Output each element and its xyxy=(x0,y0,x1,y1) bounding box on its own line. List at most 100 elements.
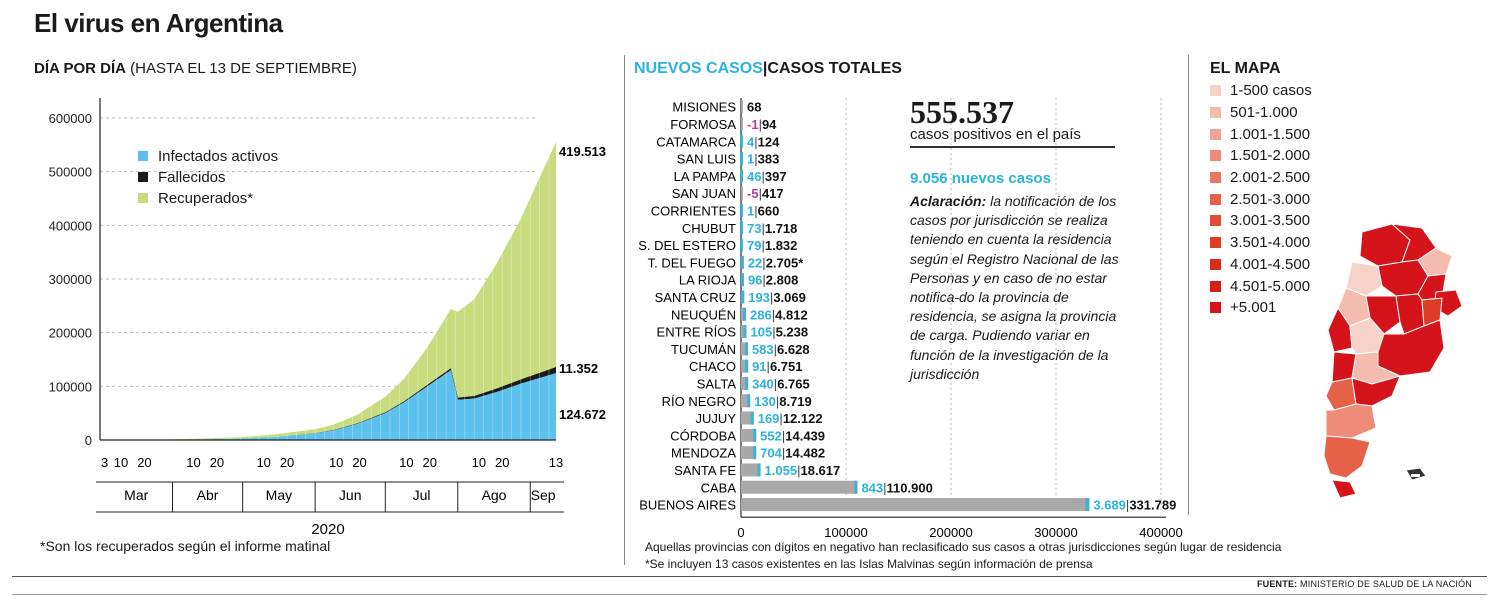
legend-swatch-deaths xyxy=(138,172,148,182)
bar-value-label: 193|3.069 xyxy=(748,290,806,305)
value-sep: | xyxy=(782,446,785,461)
total-cases-value: 6.751 xyxy=(770,359,803,374)
bar-new xyxy=(747,394,751,408)
bar-value-label: 73|1.718 xyxy=(747,221,797,236)
bar-new xyxy=(740,134,743,148)
header-total-cases: CASOS TOTALES xyxy=(767,60,902,77)
bar-total xyxy=(741,342,748,356)
header-sep: | xyxy=(762,60,768,77)
value-sep: | xyxy=(767,359,770,374)
divider-left xyxy=(624,55,625,565)
new-cases-value: 79 xyxy=(747,238,761,253)
map-legend-item: 1.501-2.000 xyxy=(1210,145,1312,167)
map-legend-label: 4.001-4.500 xyxy=(1230,255,1311,273)
value-sep: | xyxy=(776,394,779,409)
divider-right xyxy=(1188,55,1189,515)
month-label: Sep xyxy=(531,487,556,503)
bar-total xyxy=(741,186,743,200)
total-cases-value: 5.238 xyxy=(776,325,809,340)
map-legend-label: +5.001 xyxy=(1230,299,1277,317)
province-label: CORRIENTES xyxy=(651,203,737,218)
value-sep: | xyxy=(761,238,764,253)
bar-new xyxy=(743,325,747,339)
bar-new xyxy=(743,307,747,321)
source-label: FUENTE: xyxy=(1256,579,1298,589)
bar-total xyxy=(741,394,751,408)
value-sep: | xyxy=(754,203,757,218)
bar-new xyxy=(740,238,743,252)
x-tick-label: 20 xyxy=(280,455,294,470)
province-label: NEUQUÉN xyxy=(671,307,736,322)
province-label: CATAMARCA xyxy=(656,134,736,149)
map-legend-item: 4.501-5.000 xyxy=(1210,275,1312,297)
y-tick-label: 400000 xyxy=(49,218,92,233)
y-tick-label: 200000 xyxy=(49,326,92,341)
map-legend-swatch xyxy=(1210,172,1221,184)
map-legend-swatch xyxy=(1210,150,1221,162)
bar-value-label: 3.689|331.789 xyxy=(1093,498,1176,513)
map-legend-item: 3.501-4.000 xyxy=(1210,232,1312,254)
map-legend-item: 3.001-3.500 xyxy=(1210,210,1312,232)
value-sep: | xyxy=(759,117,762,132)
bar-new xyxy=(750,411,754,425)
x-tick-label: 10 xyxy=(256,455,270,470)
page-title: El virus en Argentina xyxy=(34,8,283,38)
province-label: CABA xyxy=(701,480,737,495)
total-cases-value: 18.617 xyxy=(800,463,840,478)
legend-label-deaths: Fallecidos xyxy=(158,169,226,186)
total-cases-value: 331.789 xyxy=(1129,498,1176,513)
new-cases-value: 340 xyxy=(752,376,774,391)
new-cases-value: 4 xyxy=(747,134,755,149)
legend-item-recovered: Recuperados* xyxy=(138,188,278,209)
y-tick-label: 600000 xyxy=(49,111,92,126)
map-legend-label: 3.501-4.000 xyxy=(1230,234,1311,252)
bar-new xyxy=(740,273,744,287)
value-sep: | xyxy=(1126,498,1129,513)
total-cases-value: 12.122 xyxy=(783,411,823,426)
y-tick-label: 300000 xyxy=(49,272,92,287)
new-cases-value: 169 xyxy=(758,411,780,426)
new-cases-value: 843 xyxy=(861,480,883,495)
map-legend-item: 1-500 casos xyxy=(1210,80,1312,102)
bar-value-label: 286|4.812 xyxy=(750,307,808,322)
value-sep: | xyxy=(759,186,762,201)
bar-total xyxy=(741,411,754,425)
bar-value-label: 68 xyxy=(747,100,761,115)
bar-new xyxy=(745,359,749,373)
map-legend-item: 2.501-3.000 xyxy=(1210,188,1312,210)
total-cases-value: 397 xyxy=(765,169,787,184)
month-label: May xyxy=(266,487,292,503)
map-legend-label: 4.501-5.000 xyxy=(1230,277,1311,295)
total-cases-value: 1.832 xyxy=(765,238,798,253)
x-tick-label: 20 xyxy=(210,455,224,470)
map-legend-item: 1.001-1.500 xyxy=(1210,123,1312,145)
map-legend-item: +5.001 xyxy=(1210,297,1312,319)
value-sep: | xyxy=(762,255,765,270)
province-label: SANTA CRUZ xyxy=(655,290,736,305)
bar-new xyxy=(740,255,744,269)
bar-total xyxy=(741,100,743,114)
bar-total xyxy=(741,376,749,390)
x-tick-label: 100000 xyxy=(824,525,867,540)
new-cases-value: 96 xyxy=(748,273,762,288)
map-legend-label: 2.001-2.500 xyxy=(1230,169,1311,187)
y-tick-label: 0 xyxy=(85,433,92,448)
new-cases-value: 22 xyxy=(748,255,762,270)
legend-label-recovered: Recuperados* xyxy=(158,190,254,207)
bar-new xyxy=(741,290,745,304)
bar-value-label: 843|110.900 xyxy=(861,480,932,495)
map-islands-gap xyxy=(1411,474,1420,477)
province-bar-chart: 0 100000 200000 300000 400000 MISIONES 68 FORMO… xyxy=(638,98,1183,540)
x-tick-label: 3 xyxy=(101,455,108,470)
left-footnote: *Son los recuperados según el informe ma… xyxy=(40,538,331,554)
bar-value-label: 105|5.238 xyxy=(750,325,808,340)
x-tick-label: 20 xyxy=(495,455,509,470)
map-legend-swatch xyxy=(1210,302,1221,314)
legend-label-active: Infectados activos xyxy=(158,148,279,165)
total-cases-value: 555.537 xyxy=(910,94,1014,130)
province-label: SAN LUIS xyxy=(677,152,737,167)
month-label: Abr xyxy=(197,487,219,503)
new-cases-value: 9.056 nuevos casos xyxy=(910,170,1051,187)
bar-new xyxy=(854,480,858,494)
map-legend-item: 4.001-4.500 xyxy=(1210,254,1312,276)
